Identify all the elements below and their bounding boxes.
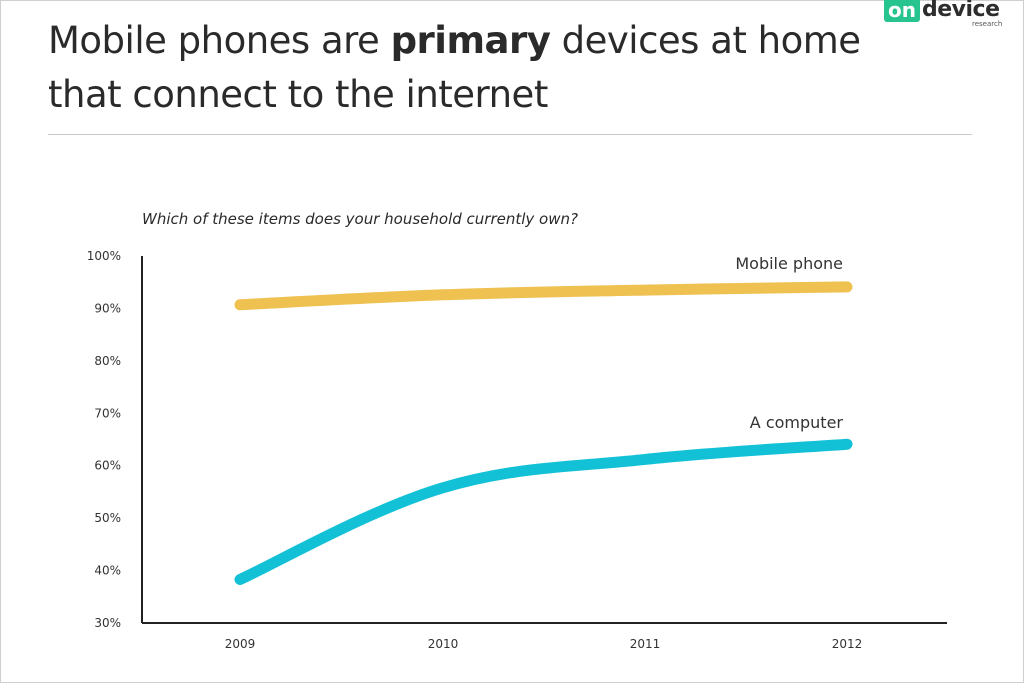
series-line-a-computer [234, 438, 853, 585]
slide-title-prefix: Mobile phones are [48, 19, 391, 62]
y-tick-label: 100% [87, 249, 121, 263]
x-tick-label: 2011 [630, 637, 661, 651]
chart-question: Which of these items does your household… [142, 210, 578, 228]
y-tick-label: 30% [94, 616, 121, 630]
logo-research-text: research [972, 20, 1003, 28]
y-tick-label: 40% [94, 564, 121, 578]
ondevice-research-logo: on device research [884, 0, 1014, 34]
series-label-mobile-phone: Mobile phone [735, 254, 843, 273]
x-tick-label: 2009 [225, 637, 256, 651]
series-label-a-computer: A computer [750, 413, 844, 432]
logo-on-mark: on [884, 0, 920, 22]
y-tick-label: 70% [94, 406, 121, 420]
slide-title-suffix: devices at home that connect to the inte… [48, 19, 861, 116]
title-divider [48, 134, 972, 135]
y-tick-label: 80% [94, 354, 121, 368]
y-tick-label: 60% [94, 459, 121, 473]
series-line-mobile-phone [234, 281, 853, 311]
y-tick-label: 50% [94, 511, 121, 525]
x-tick-label: 2010 [428, 637, 459, 651]
y-tick-label: 90% [94, 301, 121, 315]
logo-device-wordmark: device [922, 0, 1000, 22]
slide-title: Mobile phones are primary devices at hom… [48, 14, 908, 122]
x-tick-label: 2012 [832, 637, 863, 651]
slide-title-bold: primary [390, 19, 551, 62]
